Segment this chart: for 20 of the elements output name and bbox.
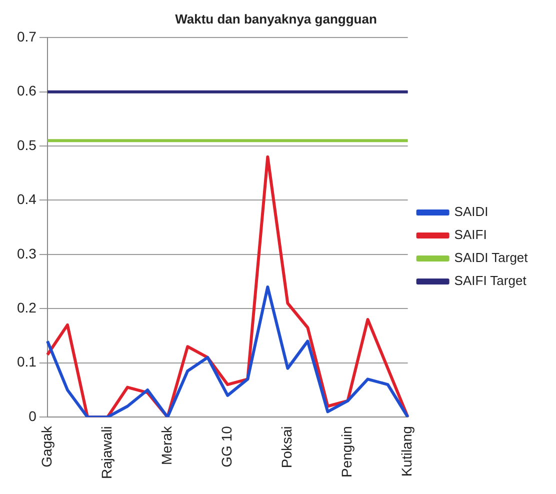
x-tick-label: Merak xyxy=(158,425,174,465)
y-tick-label: 0.2 xyxy=(16,300,37,316)
x-tick-label: Gagak xyxy=(38,425,54,468)
y-tick-label: 0.5 xyxy=(16,136,37,153)
x-tick-label: Kutilang xyxy=(398,426,415,477)
x-tick-label: GG 10 xyxy=(218,426,234,468)
legend-label: SAIFI xyxy=(454,227,487,242)
y-tick-label: 0.7 xyxy=(16,28,37,44)
chart-title: Waktu dan banyaknya gangguan xyxy=(175,11,377,26)
y-tick-label: 0.6 xyxy=(16,82,37,99)
legend-label: SAIDI Target xyxy=(454,250,528,266)
y-tick-label: 0.1 xyxy=(16,354,37,370)
legend-label: SAIFI Target xyxy=(454,273,527,288)
y-tick-label: 0 xyxy=(28,408,37,424)
legend-label: SAIDI xyxy=(454,204,488,220)
x-tick-label: Poksai xyxy=(278,426,295,468)
x-tick-label: Penguin xyxy=(338,426,355,478)
x-tick-label: Rajawali xyxy=(98,426,114,480)
y-tick-label: 0.3 xyxy=(16,245,37,262)
y-tick-label: 0.4 xyxy=(16,191,37,208)
